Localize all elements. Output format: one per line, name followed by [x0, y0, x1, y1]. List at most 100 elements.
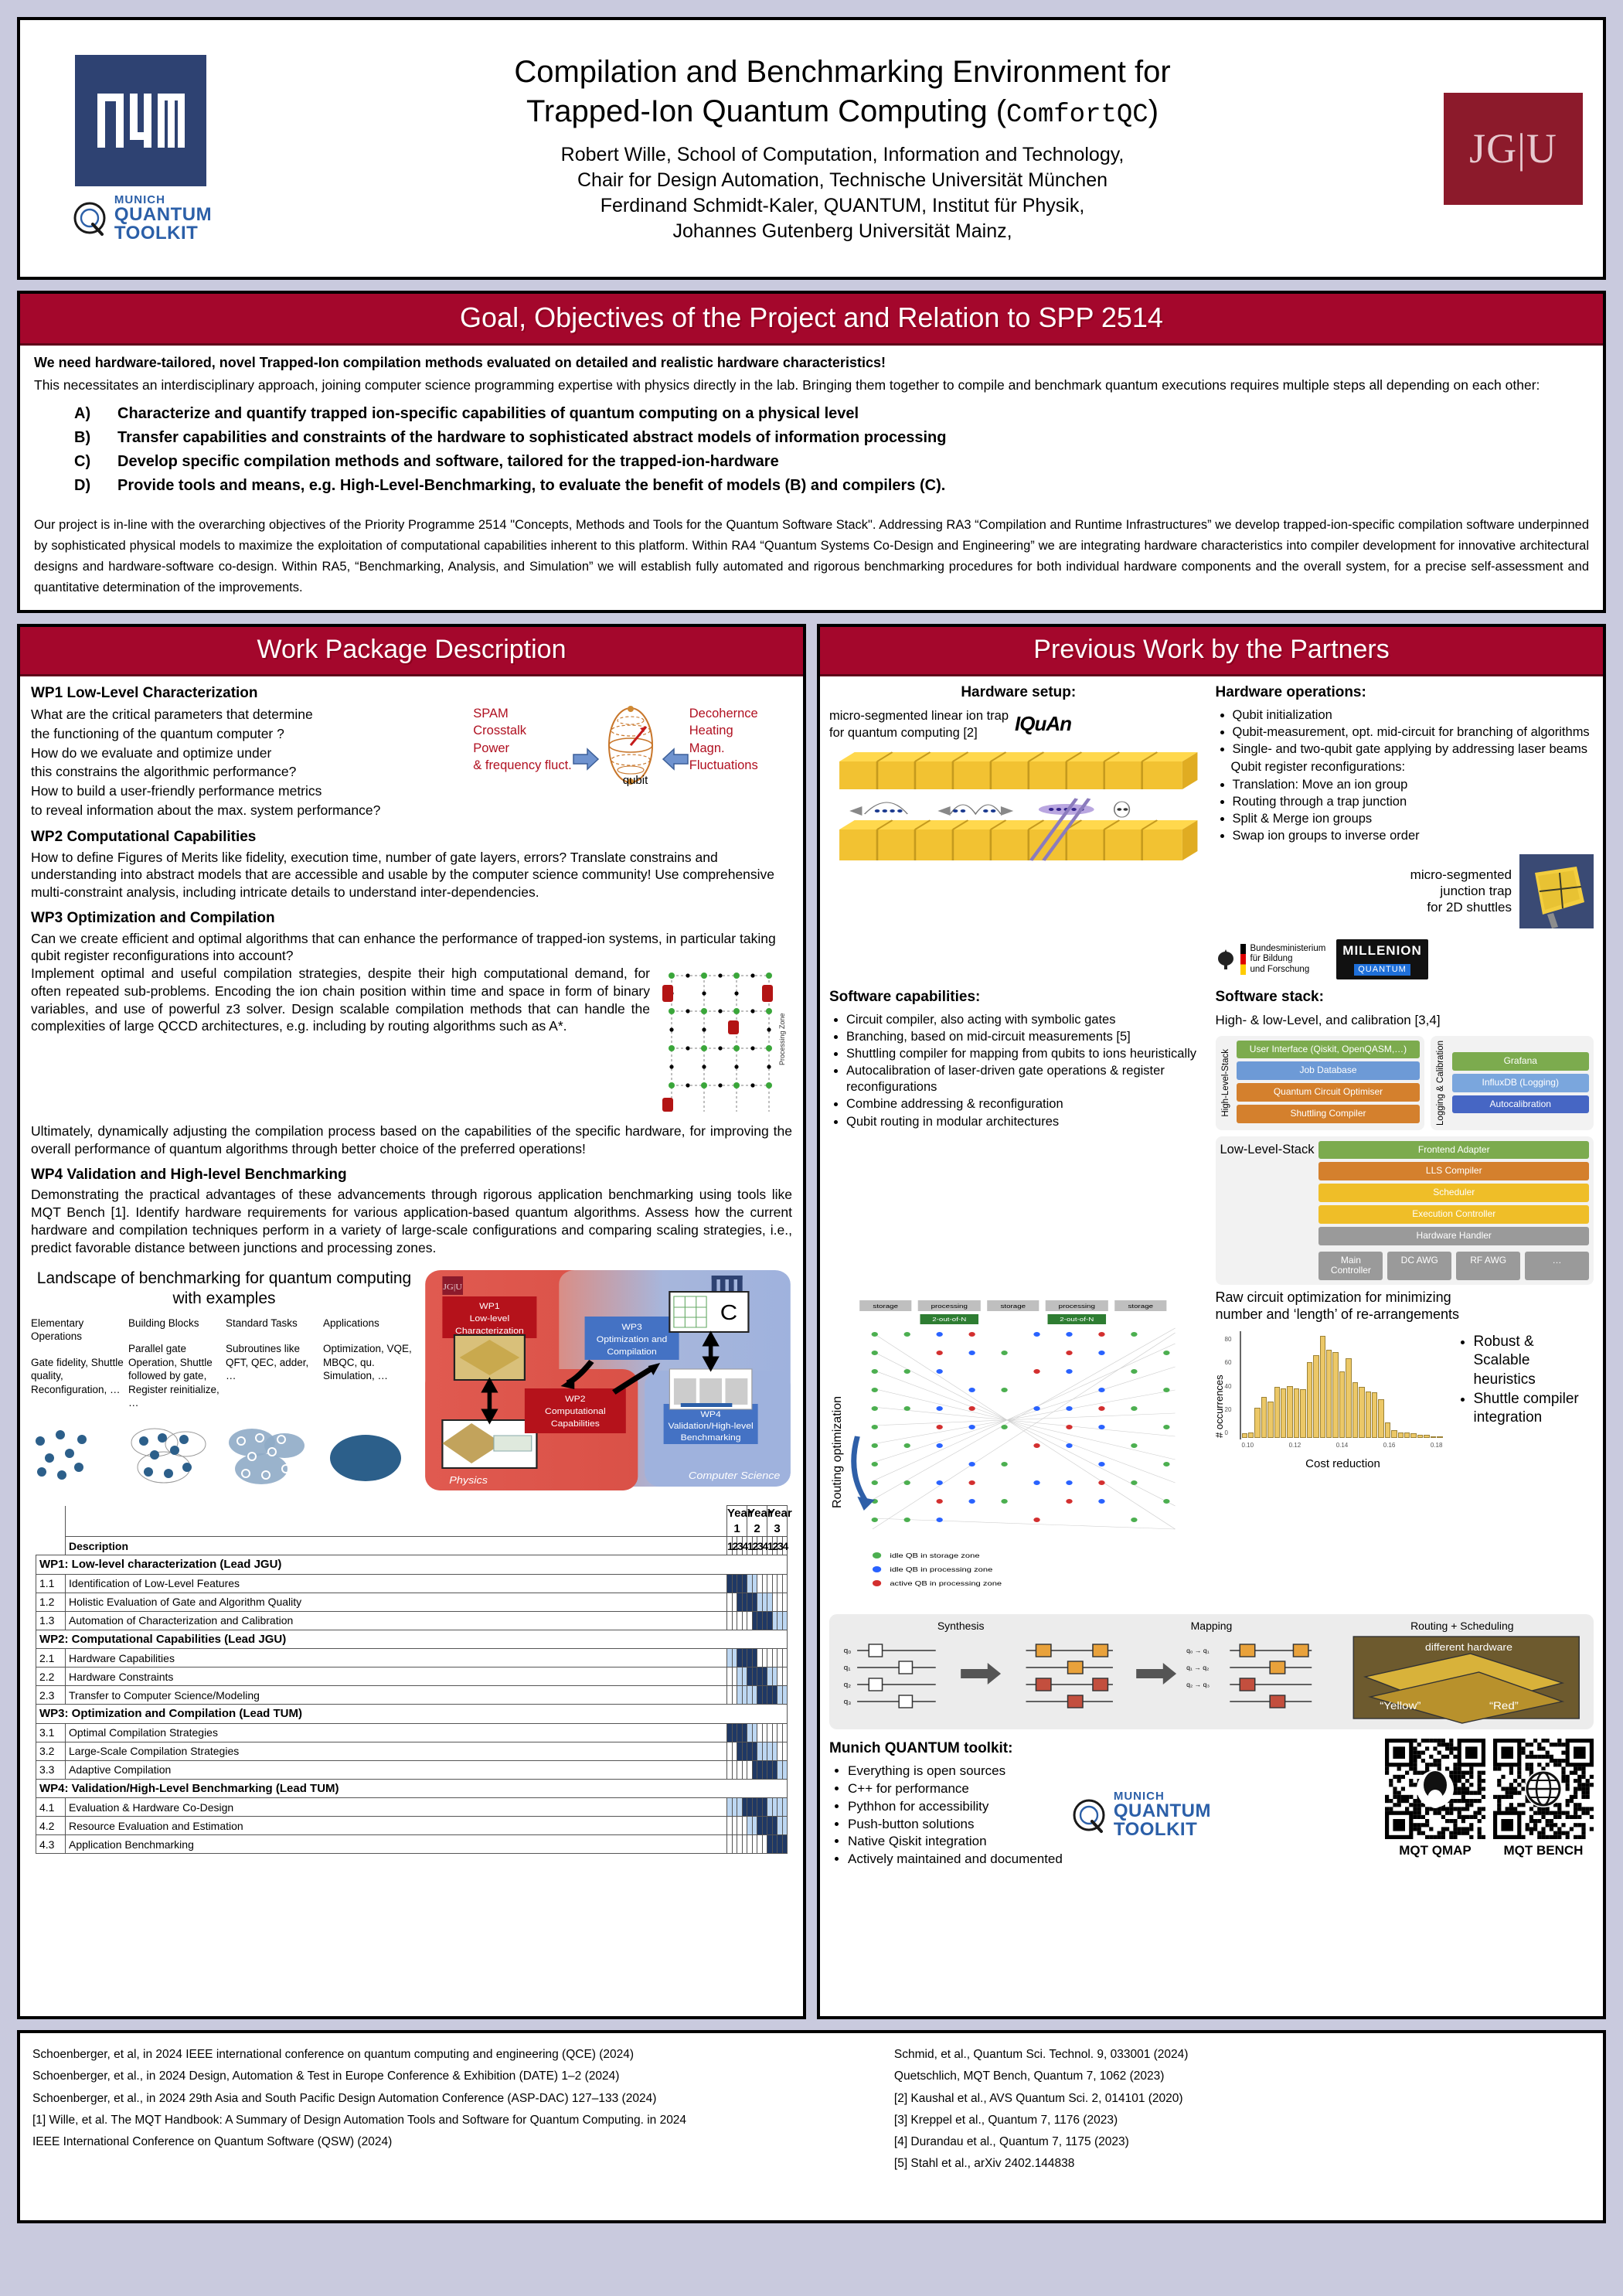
histogram-bar: [1437, 1436, 1443, 1439]
mqt-heading: Munich QUANTUM toolkit:: [829, 1739, 1013, 1756]
gantt-group-row: WP3: Optimization and Compilation (Lead …: [36, 1704, 788, 1724]
gantt-quarter: 3: [777, 1536, 784, 1556]
gantt-cell: [781, 1685, 788, 1705]
histogram-bar: [1293, 1388, 1300, 1439]
table-row: 3.3 Adaptive Compilation: [36, 1759, 788, 1780]
qr-code-qmap-icon[interactable]: [1385, 1738, 1485, 1839]
previous-work-banner: Previous Work by the Partners: [820, 627, 1603, 677]
gantt-group-title: WP1: Low-level characterization (Lead JG…: [36, 1555, 788, 1575]
svg-text:Low-level: Low-level: [470, 1314, 510, 1323]
routing-optimization-figure: storage processing storage processing st…: [851, 1297, 1208, 1606]
author-line-1: Robert Wille, School of Computation, Inf…: [560, 143, 1125, 165]
gantt-cell: [731, 1759, 737, 1780]
stack-bar: Autocalibration: [1451, 1095, 1589, 1114]
stack-bar: Grafana: [1451, 1051, 1589, 1071]
histogram-bar: [1352, 1382, 1359, 1439]
arrow-left-icon: [662, 748, 689, 771]
svg-text:WP3: WP3: [621, 1323, 641, 1332]
svg-text:q₀ → q₁: q₀ → q₁: [1186, 1647, 1210, 1654]
german-flag-icon: [1240, 944, 1246, 976]
svg-text:Compilation: Compilation: [607, 1347, 656, 1357]
list-item: Everything is open sources: [848, 1763, 1063, 1780]
objective-text: Transfer capabilities and constraints of…: [117, 429, 947, 447]
gantt-row-id: 2.2: [36, 1667, 66, 1687]
table-row: 1.3 Automation of Characterization and Ca…: [36, 1610, 788, 1630]
hardware-setup-line-1: micro-segmented linear ion trap: [829, 708, 1009, 723]
routing-optimization-block: Routing optimization storage processing …: [829, 1289, 1208, 1606]
histogram-bar: [1287, 1385, 1293, 1439]
pipeline-head-routing: Routing + Scheduling: [1410, 1620, 1514, 1633]
histogram-bar: [1384, 1422, 1391, 1439]
histogram-bar: [1410, 1433, 1417, 1439]
objective-item: B) Transfer capabilities and constraints …: [34, 426, 1589, 450]
histogram-title-line-2: number and ‘length’ of re-arrangements: [1215, 1306, 1460, 1323]
reference-item: [2] Kaushal et al., AVS Quantum Sci. 2, …: [893, 2091, 1183, 2105]
header-left-logos: MUNICH QUANTUM TOOLKIT: [40, 54, 241, 243]
svg-text:storage: storage: [1000, 1303, 1026, 1310]
qr-code-bench-icon[interactable]: [1493, 1738, 1594, 1839]
objectives-list: A) Characterize and quantify trapped ion-…: [34, 402, 1589, 498]
qr-qmap-block[interactable]: MQT QMAP: [1385, 1738, 1485, 1860]
svg-text:Computational: Computational: [545, 1407, 606, 1416]
software-stack-diagram: High-Level-Stack User Interface (Qiskit,…: [1215, 1035, 1594, 1286]
table-row: 2.3 Transfer to Computer Science/Modeling: [36, 1685, 788, 1705]
gantt-cell: [781, 1648, 788, 1668]
stack-bar: Hardware Handler: [1318, 1226, 1589, 1245]
goals-body: We need hardware-tailored, novel Trapped…: [20, 346, 1603, 610]
histogram-x-axis-label: Cost reduction: [1305, 1457, 1380, 1471]
gantt-row-description: Hardware Constraints: [65, 1667, 727, 1687]
table-row: 1.2 Holistic Evaluation of Gate and Algor…: [36, 1592, 788, 1612]
qubit-register-list: Translation: Move an ion group Routing t…: [1216, 777, 1594, 844]
gantt-table: Year 1 Year 2 Year 3 Description 1 2 3: [36, 1505, 792, 1855]
svg-text:JG|U: JG|U: [443, 1283, 462, 1292]
wp1-line: What are the critical parameters that de…: [31, 706, 313, 722]
list-item: Qubit initialization: [1233, 707, 1594, 724]
landscape-title: Landscape of benchmarking for quantum co…: [36, 1269, 412, 1307]
gantt-quarter: 2: [731, 1536, 738, 1556]
pipeline-head-synthesis: Synthesis: [937, 1620, 985, 1633]
gantt-cell: [761, 1759, 767, 1780]
software-stack-heading: Software stack:: [1215, 989, 1324, 1006]
svg-text:q₃: q₃: [844, 1698, 852, 1705]
hardware-box: Main Controller: [1318, 1251, 1383, 1281]
qr-bench-block[interactable]: MQT BENCH: [1493, 1738, 1594, 1860]
gantt-group-row: WP4: Validation/High-Level Benchmarking …: [36, 1778, 788, 1799]
gantt-body: WP1: Low-level characterization (Lead JG…: [36, 1555, 788, 1855]
reference-item: IEEE International Conference on Quantum…: [32, 2135, 393, 2149]
mqt-mark-icon: [1069, 1795, 1109, 1835]
gantt-row-id: 4.2: [36, 1816, 66, 1836]
histogram-bar: [1424, 1434, 1430, 1439]
reference-item: [1] Wille, et al. The MQT Handbook: A Su…: [32, 2113, 687, 2127]
software-capabilities-list: Circuit compiler, also acting with symbo…: [829, 1012, 1208, 1130]
gantt-row-id: 1.3: [36, 1610, 66, 1630]
gantt-cell: [726, 1685, 733, 1705]
table-row: 3.1 Optimal Compilation Strategies: [36, 1722, 788, 1742]
list-item: Qubit-measurement, opt. mid-circuit for …: [1233, 724, 1594, 741]
wp-relationship-diagram: JG|U WP1 Low-level Characterization: [424, 1269, 792, 1494]
histogram-axis-icon: [1239, 1331, 1241, 1440]
gantt-cell: [781, 1759, 788, 1780]
qr-qmap-caption: MQT QMAP: [1399, 1842, 1472, 1858]
svg-text:Benchmarking: Benchmarking: [681, 1433, 741, 1443]
wp1-heading: WP1 Low-Level Characterization: [31, 685, 258, 702]
list-item: Routing through a trap junction: [1233, 794, 1594, 810]
gantt-row-description: Holistic Evaluation of Gate and Algorith…: [65, 1592, 727, 1612]
histogram-bar: [1325, 1349, 1332, 1439]
histogram-bar: [1261, 1397, 1267, 1439]
reference-item: [4] Durandau et al., Quantum 7, 1175 (20…: [893, 2135, 1129, 2149]
gantt-cell: [781, 1573, 788, 1593]
gantt-cell: [757, 1685, 763, 1705]
objective-item: D) Provide tools and means, e.g. High-Lev…: [34, 474, 1589, 498]
gantt-row-description: Resource Evaluation and Estimation: [65, 1816, 727, 1836]
gantt-year-3: Year 3: [767, 1505, 792, 1538]
histogram-bar: [1254, 1407, 1261, 1439]
histogram-bar: [1404, 1432, 1410, 1439]
author-line-2: Chair for Design Automation, Technische …: [577, 169, 1108, 191]
bloch-sphere-icon: qubit: [601, 705, 660, 787]
hardware-box: …: [1525, 1251, 1589, 1281]
gantt-cell: [741, 1685, 747, 1705]
gantt-row-id: 2.3: [36, 1685, 66, 1705]
gantt-year-1: Year 1: [726, 1505, 752, 1538]
landscape-shape-dots: [31, 1424, 125, 1486]
svg-text:q₀: q₀: [844, 1647, 852, 1654]
